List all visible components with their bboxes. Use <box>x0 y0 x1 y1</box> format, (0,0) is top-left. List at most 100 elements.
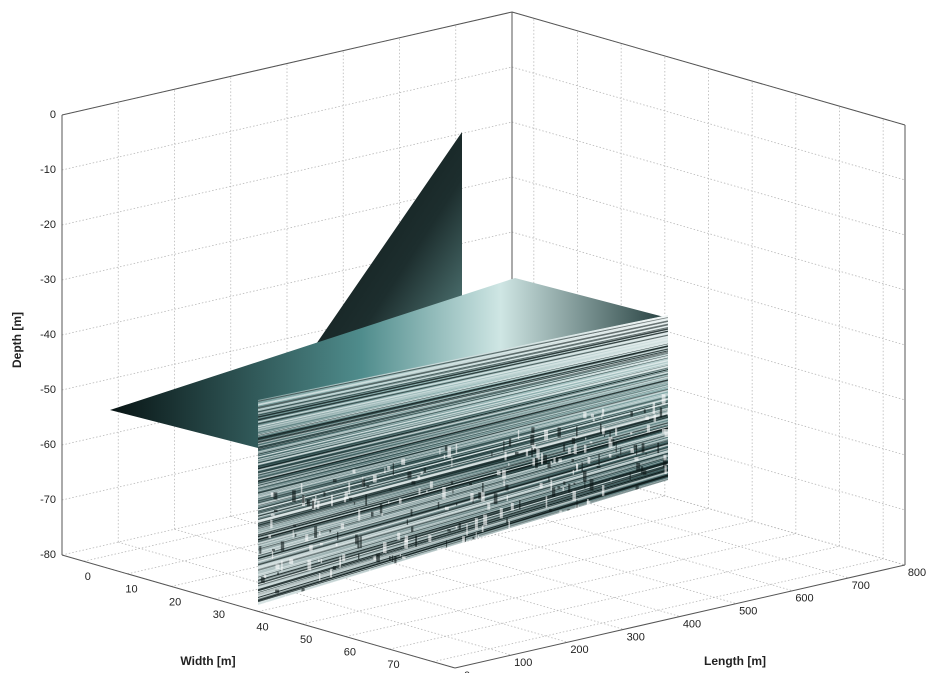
grid-line <box>511 121 906 236</box>
seismic-speckle <box>272 548 275 552</box>
grid <box>61 11 906 669</box>
seismic-speckle <box>519 500 521 510</box>
seismic-speckle <box>452 489 454 494</box>
seismic-speckle <box>633 444 637 450</box>
seismic-speckle <box>573 443 577 455</box>
seismic-speckle <box>503 479 505 487</box>
grid-line <box>230 515 624 630</box>
seismic-speckle <box>477 535 480 541</box>
seismic-speckle <box>636 445 638 456</box>
seismic-texture <box>258 315 668 605</box>
seismic-speckle <box>294 533 297 537</box>
grid-line <box>399 477 793 592</box>
seismic-speckle <box>502 469 506 479</box>
grid-line <box>511 231 906 346</box>
seismic-speckle <box>598 454 600 465</box>
seismic-reflector <box>258 472 668 598</box>
seismic-speckle <box>343 497 347 503</box>
seismic-reflector <box>258 393 668 499</box>
seismic-speckle <box>270 514 275 517</box>
seismic-speckle <box>423 467 427 473</box>
seismic-speckle <box>663 454 667 461</box>
seismic-speckle <box>514 451 519 455</box>
seismic-speckle <box>470 492 474 502</box>
seismic-speckle <box>581 462 583 472</box>
seismic-speckle <box>556 457 558 463</box>
seismic-speckle <box>504 451 507 461</box>
y-tick-label: 500 <box>739 606 757 618</box>
seismic-speckle <box>602 427 605 435</box>
seismic-speckle <box>305 534 309 542</box>
seismic-speckle <box>558 458 562 463</box>
seismic-reflector <box>258 348 668 443</box>
seismic-reflector <box>258 330 668 420</box>
seismic-reflector <box>258 418 668 530</box>
seismic-speckle <box>616 455 620 458</box>
seismic-speckle <box>458 523 461 530</box>
seismic-speckle <box>277 572 280 575</box>
seismic-reflector <box>258 421 668 533</box>
seismic-speckle <box>557 427 561 438</box>
seismic-speckle <box>429 481 433 489</box>
seismic-speckle <box>575 426 578 437</box>
seismic-speckle <box>610 479 612 482</box>
seismic-reflector <box>258 431 668 545</box>
seismic-speckle <box>349 497 353 501</box>
seismic-reflector <box>258 406 668 515</box>
seismic-speckle <box>572 490 576 501</box>
grid-line <box>455 464 849 579</box>
seismic-speckle <box>483 514 488 526</box>
z-tick-label: -30 <box>40 274 56 286</box>
seismic-reflector <box>258 407 668 516</box>
seismic-speckle <box>643 470 647 475</box>
seismic-speckle <box>420 471 423 475</box>
seismic-reflector <box>258 469 668 593</box>
seismic-reflector <box>258 416 668 530</box>
seismic-reflector <box>258 354 668 450</box>
seismic-reflector <box>258 411 668 522</box>
seismic-reflector <box>258 359 668 456</box>
z-tick-label: -10 <box>40 164 56 176</box>
seismic-speckle <box>493 493 498 505</box>
seismic-reflector <box>258 432 668 547</box>
axis-edge <box>511 11 906 126</box>
seismic-speckle <box>340 523 345 529</box>
seismic-speckle <box>411 526 414 533</box>
x-tick-label: 50 <box>300 634 312 646</box>
seismic-speckle <box>664 428 668 437</box>
seismic-reflector <box>258 333 668 423</box>
seismic-speckle <box>602 408 605 416</box>
seismic-reflector <box>258 351 668 445</box>
seismic-speckle <box>573 482 576 485</box>
seismic-speckle <box>445 540 448 549</box>
seismic-reflector <box>258 464 668 587</box>
seismic-speckle <box>307 559 312 571</box>
seismic-reflector <box>258 323 668 413</box>
seismic-speckle <box>505 484 509 491</box>
seismic-reflector <box>258 390 668 497</box>
seismic-reflector <box>258 315 668 402</box>
seismic-reflector <box>258 447 668 568</box>
grid-line <box>511 451 906 566</box>
seismic-speckle <box>439 448 441 455</box>
seismic-speckle <box>339 556 342 568</box>
seismic-speckle <box>548 476 550 482</box>
seismic-reflector <box>258 463 668 586</box>
seismic-reflector <box>258 341 668 434</box>
seismic-speckle <box>474 518 478 530</box>
seismic-speckle <box>567 447 571 454</box>
seismic-speckle <box>389 556 391 561</box>
y-tick-label: 300 <box>627 631 645 643</box>
seismic-speckle <box>506 495 508 501</box>
seismic-speckle <box>455 502 458 506</box>
seismic-speckle <box>301 588 305 593</box>
seismic-reflector <box>258 422 668 536</box>
seismic-speckle <box>317 500 320 504</box>
x-tick-label: 80 <box>431 672 443 673</box>
seismic-reflector <box>258 427 668 541</box>
seismic-speckle <box>544 429 549 441</box>
seismic-reflector <box>258 376 668 477</box>
seismic-speckle <box>559 510 562 514</box>
seismic-speckle <box>259 545 262 554</box>
